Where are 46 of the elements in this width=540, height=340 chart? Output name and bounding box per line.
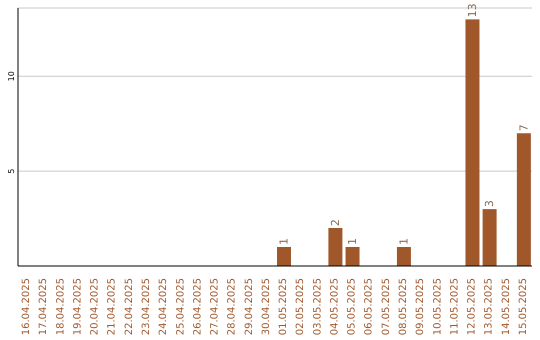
x-tick-label: 16.04.2025 [21,278,32,336]
x-tick-label: 01.05.2025 [278,278,290,336]
bar [328,228,342,266]
bar [465,19,480,266]
x-tick-label: 21.04.2025 [106,278,118,336]
data-label: 2 [328,219,342,226]
x-tick-label: 22.04.2025 [124,278,135,336]
x-tick-label: 28.04.2025 [226,278,238,336]
data-label: 1 [397,238,410,246]
x-tick-label: 14.05.2025 [500,278,512,336]
x-tick-label: 27.04.2025 [210,278,221,336]
x-tick-label: 03.05.2025 [312,278,324,336]
x-tick-label: 10.05.2025 [432,278,444,336]
data-label: 1 [278,238,290,246]
bar [277,247,291,266]
x-tick-label: 23.04.2025 [141,278,152,336]
x-tick-label: 17.04.2025 [38,278,50,336]
x-tick-label: 20.04.2025 [90,278,101,336]
x-tick-label: 13.05.2025 [484,278,495,336]
x-tick-label: 26.04.2025 [192,278,204,336]
x-tick-label: 07.05.2025 [380,278,392,336]
x-tick-label: 04.05.2025 [329,278,340,336]
y-tick-label: 10 [7,71,16,82]
x-tick-label: 29.04.2025 [244,278,255,336]
x-tick-label: 15.05.2025 [518,278,529,336]
x-tick-label: 05.05.2025 [346,278,358,336]
x-tick-label: 12.05.2025 [466,278,478,336]
data-label: 13 [466,3,479,18]
bar [482,209,497,266]
x-tick-label: 30.04.2025 [260,278,272,336]
data-label: 7 [517,124,530,132]
y-tick-label: 5 [7,168,16,174]
x-tick-label: 06.05.2025 [364,278,375,336]
x-tick-label: 08.05.2025 [398,278,409,336]
x-tick-label: 11.05.2025 [449,278,460,336]
bar [516,133,531,266]
x-tick-label: 19.04.2025 [72,278,84,336]
x-tick-label: 24.04.2025 [158,278,170,336]
x-tick-label: 02.05.2025 [295,278,306,336]
x-tick-label: 25.04.2025 [175,278,186,336]
x-tick-label: 09.05.2025 [415,278,426,336]
x-tick-label: 18.04.2025 [55,278,66,336]
data-label: 1 [346,238,360,246]
bar [396,247,411,266]
bar [346,247,360,266]
data-label: 3 [483,200,496,208]
